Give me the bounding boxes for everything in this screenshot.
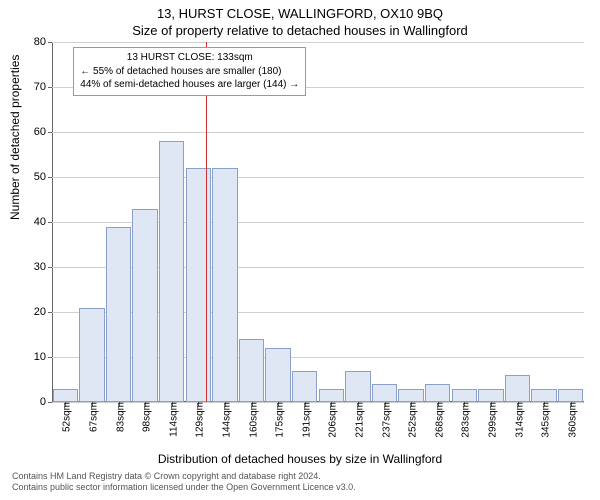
- histogram-bar: [132, 209, 157, 403]
- histogram-bar: [319, 389, 344, 403]
- x-tick-label: 283sqm: [457, 402, 472, 438]
- histogram-bar: [372, 384, 397, 402]
- x-tick-label: 144sqm: [217, 402, 232, 438]
- y-tick-label: 10: [34, 351, 52, 363]
- chart-title-main: 13, HURST CLOSE, WALLINGFORD, OX10 9BQ: [0, 0, 600, 21]
- x-tick-label: 345sqm: [537, 402, 552, 438]
- grid-line: [52, 177, 584, 178]
- histogram-bar: [212, 168, 237, 402]
- x-tick-label: 268sqm: [430, 402, 445, 438]
- x-tick-label: 114sqm: [164, 402, 179, 437]
- histogram-bar: [478, 389, 503, 403]
- x-tick-label: 98sqm: [138, 402, 153, 432]
- footer-attribution: Contains HM Land Registry data © Crown c…: [12, 471, 356, 494]
- histogram-bar: [505, 375, 530, 402]
- annotation-box: 13 HURST CLOSE: 133sqm← 55% of detached …: [73, 47, 306, 96]
- x-tick-label: 129sqm: [191, 402, 206, 438]
- x-axis-label: Distribution of detached houses by size …: [0, 452, 600, 466]
- footer-line-1: Contains HM Land Registry data © Crown c…: [12, 471, 356, 483]
- x-tick-label: 191sqm: [297, 402, 312, 438]
- y-tick-label: 80: [34, 36, 52, 48]
- x-tick-label: 221sqm: [350, 402, 365, 438]
- footer-line-2: Contains public sector information licen…: [12, 482, 356, 494]
- y-tick-label: 50: [34, 171, 52, 183]
- grid-line: [52, 132, 584, 133]
- x-tick-label: 206sqm: [324, 402, 339, 438]
- histogram-bar: [452, 389, 477, 403]
- y-tick-label: 40: [34, 216, 52, 228]
- chart-area: 0102030405060708052sqm67sqm83sqm98sqm114…: [52, 42, 584, 402]
- y-tick-label: 20: [34, 306, 52, 318]
- plot-region: 0102030405060708052sqm67sqm83sqm98sqm114…: [52, 42, 584, 402]
- grid-line: [52, 42, 584, 43]
- histogram-bar: [531, 389, 556, 403]
- x-tick-label: 360sqm: [563, 402, 578, 438]
- x-tick-label: 52sqm: [58, 402, 73, 432]
- x-tick-label: 67sqm: [84, 402, 99, 432]
- x-tick-label: 237sqm: [377, 402, 392, 438]
- x-tick-label: 314sqm: [510, 402, 525, 438]
- histogram-bar: [53, 389, 78, 403]
- histogram-bar: [398, 389, 423, 403]
- x-tick-label: 160sqm: [244, 402, 259, 438]
- grid-line: [52, 402, 584, 403]
- histogram-bar: [345, 371, 370, 403]
- y-tick-label: 0: [40, 396, 52, 408]
- chart-title-sub: Size of property relative to detached ho…: [0, 21, 600, 42]
- histogram-bar: [558, 389, 583, 403]
- reference-line: [206, 42, 207, 402]
- y-tick-label: 60: [34, 126, 52, 138]
- y-tick-label: 30: [34, 261, 52, 273]
- histogram-bar: [159, 141, 184, 402]
- annotation-line: 44% of semi-detached houses are larger (…: [80, 78, 299, 92]
- x-tick-label: 83sqm: [111, 402, 126, 432]
- y-tick-label: 70: [34, 81, 52, 93]
- x-tick-label: 299sqm: [483, 402, 498, 438]
- histogram-bar: [292, 371, 317, 403]
- x-tick-label: 252sqm: [404, 402, 419, 438]
- annotation-line: ← 55% of detached houses are smaller (18…: [80, 65, 299, 79]
- histogram-bar: [265, 348, 290, 402]
- histogram-bar: [425, 384, 450, 402]
- histogram-bar: [106, 227, 131, 403]
- histogram-bar: [239, 339, 264, 402]
- annotation-line: 13 HURST CLOSE: 133sqm: [80, 51, 299, 65]
- histogram-bar: [79, 308, 104, 403]
- y-axis-label: Number of detached properties: [8, 55, 22, 220]
- x-tick-label: 175sqm: [271, 402, 286, 438]
